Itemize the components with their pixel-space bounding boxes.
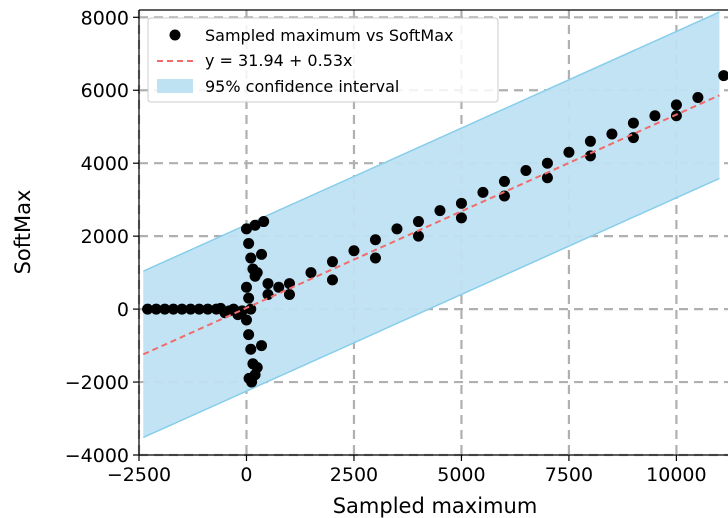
scatter-point <box>142 303 154 315</box>
scatter-point <box>584 150 596 162</box>
y-tick-label: 6000 <box>81 80 129 102</box>
x-axis-label: Sampled maximum <box>333 494 538 518</box>
scatter-point <box>627 117 639 129</box>
scatter-point <box>391 223 403 235</box>
scatter-point <box>369 252 381 264</box>
scatter-point <box>584 135 596 147</box>
y-tick-label: 0 <box>117 299 129 321</box>
y-tick-label: 2000 <box>81 226 129 248</box>
legend-label-band: 95% confidence interval <box>205 77 399 96</box>
scatter-point <box>670 99 682 111</box>
scatter-point <box>369 234 381 246</box>
scatter-point <box>520 164 532 176</box>
confidence-band-lower-edge <box>142 177 720 439</box>
x-tick-label: 10000 <box>646 464 706 486</box>
scatter-point <box>262 289 274 301</box>
scatter-point <box>326 256 338 268</box>
scatter-point <box>563 146 575 158</box>
scatter-point <box>326 274 338 286</box>
tick-labels: −2500 0 2500 5000 7500 10000 −4000 −2000 0 2000 40… <box>65 7 707 486</box>
scatter-point <box>541 157 553 169</box>
scatter-point <box>670 110 682 122</box>
y-tick-label: −4000 <box>65 445 129 467</box>
fit-line-path <box>142 94 720 356</box>
scatter-point <box>150 303 162 315</box>
scatter-point <box>412 216 424 228</box>
scatter-point <box>202 303 214 315</box>
scatter-point <box>243 372 255 384</box>
scatter-point <box>243 329 255 341</box>
y-tick-label: 4000 <box>81 153 129 175</box>
confidence-band-upper-edge <box>142 11 720 272</box>
scatter-point <box>240 281 252 293</box>
scatter-point <box>412 230 424 242</box>
scatter-point <box>243 237 255 249</box>
x-tick-label: 5000 <box>437 464 485 486</box>
x-tick-label: 7500 <box>545 464 593 486</box>
scatter-point <box>498 175 510 187</box>
scatter-point <box>256 340 268 352</box>
scatter-point <box>273 281 285 293</box>
scatter-point <box>159 303 171 315</box>
scatter-point <box>176 303 188 315</box>
scatter-point <box>455 197 467 209</box>
x-tick-label: 0 <box>240 464 252 486</box>
y-axis-label: SoftMax <box>11 190 35 275</box>
x-tick-label: 2500 <box>330 464 378 486</box>
scatter-point <box>606 128 618 140</box>
scatter-point <box>434 205 446 217</box>
scatter-point <box>245 343 257 355</box>
legend-box <box>147 17 499 103</box>
axes <box>133 9 728 461</box>
scatter-point <box>283 289 295 301</box>
scatter-point <box>243 292 255 304</box>
scatter-point <box>692 92 704 104</box>
scatter-point <box>477 186 489 198</box>
legend-marker-band <box>157 79 193 93</box>
scatter-point <box>256 248 268 260</box>
x-tick-label: −2500 <box>107 464 171 486</box>
scatter-point <box>262 278 274 290</box>
scatter-point <box>541 172 553 184</box>
scatter-point <box>240 314 252 326</box>
scatter-point <box>649 110 661 122</box>
legend-label-scatter: Sampled maximum vs SoftMax <box>205 26 453 45</box>
scatter-point <box>627 132 639 144</box>
scatter-point <box>167 303 179 315</box>
scatter-point <box>455 212 467 224</box>
fit-line <box>142 94 720 356</box>
scatter-point <box>193 303 205 315</box>
legend-marker-scatter <box>169 29 181 41</box>
scatter-point <box>249 219 261 231</box>
legend-label-fit-line: y = 31.94 + 0.53x <box>205 51 353 70</box>
scatter-point <box>240 223 252 235</box>
scatter-point <box>718 70 728 82</box>
scatter-point <box>348 245 360 257</box>
legend: Sampled maximum vs SoftMax y = 31.94 + 0… <box>147 17 499 103</box>
scatter-point <box>305 267 317 279</box>
scatter-point <box>185 303 197 315</box>
scatter-point <box>251 267 263 279</box>
y-tick-label: 8000 <box>81 7 129 29</box>
y-tick-label: −2000 <box>65 372 129 394</box>
scatter-point <box>245 252 257 264</box>
scatter-point <box>258 216 270 228</box>
scatter-point <box>251 361 263 373</box>
